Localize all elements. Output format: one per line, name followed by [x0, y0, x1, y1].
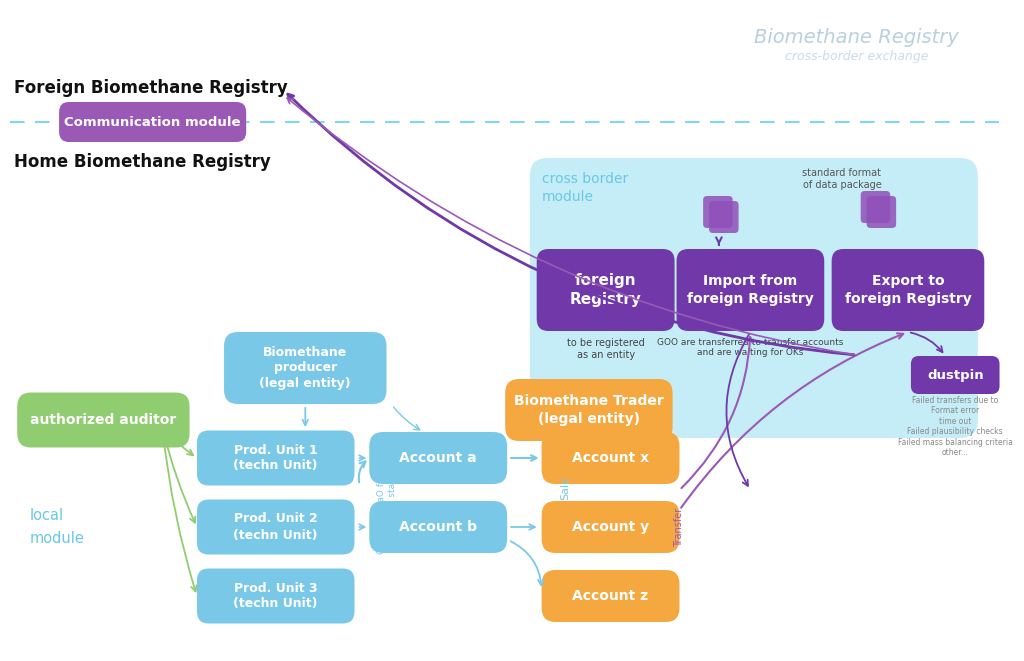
- FancyBboxPatch shape: [709, 201, 738, 233]
- FancyBboxPatch shape: [224, 332, 386, 404]
- Text: local
module: local module: [30, 508, 84, 545]
- Text: GOO are transferred to transfer accounts
and are waiting for OKs: GOO are transferred to transfer accounts…: [657, 338, 844, 358]
- FancyBboxPatch shape: [831, 249, 984, 331]
- FancyBboxPatch shape: [677, 249, 824, 331]
- Text: foreign
Registry: foreign Registry: [569, 273, 642, 307]
- Text: Generate GaO from
metering stat: Generate GaO from metering stat: [377, 465, 396, 555]
- Text: Account z: Account z: [572, 589, 648, 603]
- Text: Biomethane Registry: Biomethane Registry: [755, 28, 959, 47]
- FancyBboxPatch shape: [866, 196, 896, 228]
- FancyBboxPatch shape: [861, 191, 890, 223]
- Text: to be registered
as an entity: to be registered as an entity: [566, 338, 644, 360]
- FancyBboxPatch shape: [197, 430, 354, 485]
- FancyBboxPatch shape: [505, 379, 673, 441]
- Text: dustpin: dustpin: [927, 368, 983, 381]
- Text: authorized auditor: authorized auditor: [31, 413, 176, 427]
- FancyBboxPatch shape: [59, 102, 246, 142]
- FancyBboxPatch shape: [542, 570, 680, 622]
- Text: Import from
foreign Registry: Import from foreign Registry: [687, 274, 814, 305]
- FancyBboxPatch shape: [529, 158, 978, 438]
- Text: Transfer: Transfer: [675, 508, 684, 547]
- Text: Prod. Unit 1
(techn Unit): Prod. Unit 1 (techn Unit): [233, 444, 318, 473]
- Text: Prod. Unit 2
(techn Unit): Prod. Unit 2 (techn Unit): [233, 512, 318, 541]
- Text: Account b: Account b: [399, 520, 477, 534]
- Text: Communication module: Communication module: [65, 116, 241, 128]
- Text: cross-border exchange: cross-border exchange: [785, 50, 929, 63]
- Text: Biomethane Trader
(legal entity): Biomethane Trader (legal entity): [514, 395, 664, 426]
- FancyBboxPatch shape: [703, 196, 733, 228]
- Text: Account x: Account x: [572, 451, 649, 465]
- Text: Home Biomethane Registry: Home Biomethane Registry: [13, 153, 270, 171]
- Text: Account a: Account a: [399, 451, 477, 465]
- Text: standard format
of data package: standard format of data package: [803, 168, 882, 190]
- FancyBboxPatch shape: [537, 249, 675, 331]
- Text: Prod. Unit 3
(techn Unit): Prod. Unit 3 (techn Unit): [233, 582, 318, 611]
- FancyBboxPatch shape: [542, 501, 680, 553]
- FancyBboxPatch shape: [197, 500, 354, 555]
- FancyBboxPatch shape: [542, 432, 680, 484]
- Text: Foreign Biomethane Registry: Foreign Biomethane Registry: [13, 79, 288, 97]
- FancyBboxPatch shape: [17, 393, 189, 447]
- FancyBboxPatch shape: [197, 568, 354, 623]
- FancyBboxPatch shape: [911, 356, 999, 394]
- Text: Biomethane
producer
(legal entity): Biomethane producer (legal entity): [259, 346, 351, 391]
- Text: Failed transfers due to
Format error
time out
Failed plausibility checks
Failed : Failed transfers due to Format error tim…: [898, 396, 1013, 457]
- Text: cross border
module: cross border module: [542, 172, 628, 204]
- FancyBboxPatch shape: [370, 432, 507, 484]
- FancyBboxPatch shape: [370, 501, 507, 553]
- Text: Account y: Account y: [572, 520, 649, 534]
- Text: Export to
foreign Registry: Export to foreign Registry: [845, 274, 972, 305]
- Text: Sale: Sale: [560, 476, 570, 500]
